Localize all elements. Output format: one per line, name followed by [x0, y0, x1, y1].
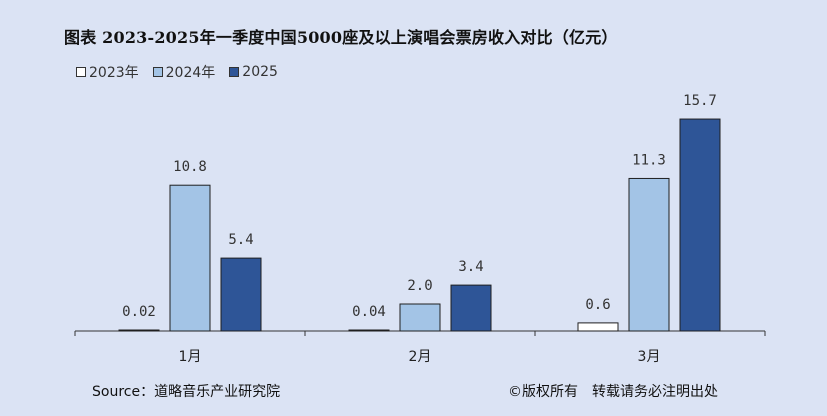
x-tick-label-2月: 2月	[409, 349, 432, 365]
bar-2023年-1月	[118, 329, 160, 332]
legend-label-2023: 2023年	[89, 65, 139, 81]
bar-2023年-2月	[348, 329, 390, 332]
legend: 2023年 2024年 2025	[76, 62, 292, 82]
data-label-2023年-3月: 0.6	[585, 297, 610, 313]
data-label-2024年-2月: 2.0	[407, 278, 432, 294]
data-label-2025-2月: 3.4	[458, 259, 483, 275]
source-note: Source：道略音乐产业研究院	[92, 384, 281, 400]
legend-item-2023: 2023年	[76, 62, 139, 82]
legend-item-2024: 2024年	[152, 62, 216, 82]
data-label-2024年-1月: 10.8	[173, 159, 207, 175]
legend-item-2025: 2025	[229, 64, 278, 80]
data-label-2025-3月: 15.7	[683, 93, 717, 109]
x-tick-label-1月: 1月	[179, 349, 202, 365]
chart-title: 图表 2023-2025年一季度中国5000座及以上演唱会票房收入对比（亿元）	[64, 28, 618, 47]
data-label-2023年-2月: 0.04	[352, 304, 386, 320]
legend-swatch-2023	[76, 67, 86, 77]
data-label-2023年-1月: 0.02	[122, 304, 156, 320]
bar-2024年-3月	[628, 177, 670, 332]
data-label-2024年-3月: 11.3	[632, 152, 666, 168]
bar-2025-3月	[679, 118, 721, 332]
legend-swatch-2024	[152, 67, 163, 77]
bar-2023年-3月	[577, 322, 619, 332]
legend-label-2024: 2024年	[165, 65, 216, 81]
copyright-note: ©版权所有 转载请务必注明出处	[508, 384, 718, 400]
x-tick-label-3月: 3月	[638, 349, 661, 365]
legend-swatch-2025	[229, 67, 240, 77]
bar-2025-1月	[220, 257, 262, 332]
legend-label-2025: 2025	[242, 64, 278, 80]
data-label-2025-1月: 5.4	[228, 232, 253, 248]
bar-2025-2月	[450, 284, 492, 332]
bar-2024年-1月	[169, 184, 211, 332]
bar-2024年-2月	[399, 303, 441, 332]
